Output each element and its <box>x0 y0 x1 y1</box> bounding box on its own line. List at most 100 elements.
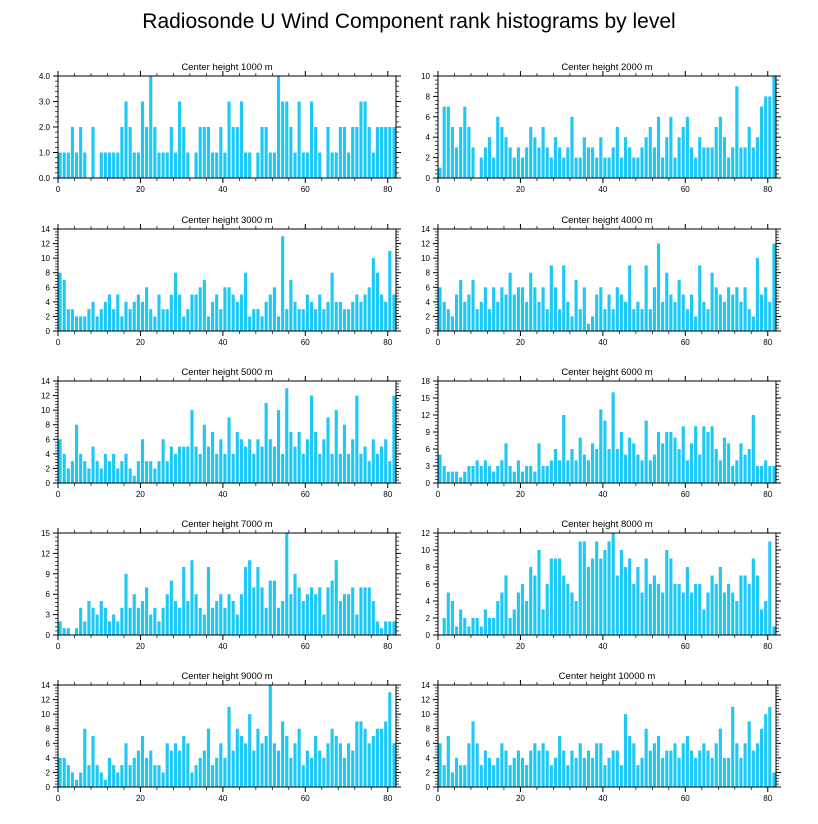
y-tick-label: 12 <box>421 240 430 249</box>
histogram-bar <box>578 743 582 787</box>
histogram-bar <box>772 626 776 635</box>
plot-frame <box>437 684 777 788</box>
histogram-bar <box>553 137 558 178</box>
histogram-bar <box>558 736 562 787</box>
histogram-bar <box>388 461 392 483</box>
histogram-bar <box>351 127 355 178</box>
histogram-bar <box>248 316 252 331</box>
histogram-bar <box>367 587 371 635</box>
histogram-bar <box>305 152 309 178</box>
histogram-bar <box>132 594 136 635</box>
histogram-bar <box>182 567 186 635</box>
histogram-bar <box>252 309 256 331</box>
histogram-bar <box>211 607 215 635</box>
histogram-bar <box>58 439 62 483</box>
histogram-bar <box>768 706 772 787</box>
y-tick-label: 14 <box>41 377 50 386</box>
histogram-bar <box>735 287 739 331</box>
histogram-bar <box>235 432 239 483</box>
histogram-bar <box>582 541 586 635</box>
histogram-bar <box>202 750 206 787</box>
histogram-bar <box>91 446 95 483</box>
histogram-bar <box>182 446 186 483</box>
histogram-bar <box>326 587 330 635</box>
histogram-bar <box>58 621 62 635</box>
histogram-bar <box>227 417 231 483</box>
histogram-bar <box>293 301 297 331</box>
histogram-bar <box>640 147 644 178</box>
histogram-bar <box>504 575 508 635</box>
histogram-bar <box>388 127 392 178</box>
histogram-bar <box>347 594 351 635</box>
histogram-bar <box>351 750 355 787</box>
histogram-bar <box>235 614 239 635</box>
histogram-bar <box>570 449 574 483</box>
histogram-bar <box>83 728 87 787</box>
histogram-bar <box>112 453 116 483</box>
histogram-bar <box>198 757 202 787</box>
histogram-bar <box>91 301 95 331</box>
histogram-bar <box>223 757 227 787</box>
histogram-bar <box>124 301 128 331</box>
histogram-bar <box>520 157 525 178</box>
histogram-bar <box>702 609 706 635</box>
histogram-bar <box>459 765 463 787</box>
histogram-bar <box>309 395 314 483</box>
histogram-bar <box>243 272 248 331</box>
histogram-bar <box>219 594 223 635</box>
histogram-bar <box>537 750 541 787</box>
y-tick-label: 0 <box>426 479 431 488</box>
histogram-panel: Center height 6000 m 0 20 40 60 80 0 3 6 9 12 15 18 <box>421 367 781 499</box>
histogram-bar <box>673 437 677 483</box>
y-tick-label: 6 <box>426 580 431 589</box>
histogram-bar <box>591 757 595 787</box>
histogram-bar <box>293 152 297 178</box>
x-tick-label: 40 <box>598 794 607 803</box>
histogram-bar <box>375 453 380 483</box>
histogram-bar <box>293 573 297 635</box>
histogram-bar <box>578 541 582 635</box>
histogram-bar <box>496 301 500 331</box>
histogram-bar <box>471 721 475 787</box>
histogram-bar <box>615 575 619 635</box>
y-tick-label: 9 <box>426 428 431 437</box>
histogram-bar <box>272 446 276 483</box>
histogram-bar <box>248 560 252 635</box>
histogram-bar <box>215 152 219 178</box>
histogram-bar <box>619 294 623 331</box>
histogram-bar <box>211 765 215 787</box>
histogram-bar <box>640 757 644 787</box>
histogram-bar <box>388 621 392 635</box>
histogram-bar <box>446 471 450 483</box>
histogram-bar <box>512 157 516 178</box>
histogram-bar <box>355 614 359 635</box>
panel-title: Center height 10000 m <box>559 671 656 682</box>
histogram-bar <box>334 736 338 787</box>
histogram-bar <box>475 618 479 635</box>
histogram-bar <box>74 424 79 483</box>
histogram-bar <box>487 757 492 787</box>
histogram-bar <box>562 157 566 178</box>
histogram-bar <box>706 147 710 178</box>
histogram-bar <box>347 152 351 178</box>
histogram-bar <box>157 765 161 787</box>
histogram-bar <box>297 432 301 483</box>
histogram-bar <box>145 287 149 331</box>
histogram-bar <box>731 592 735 635</box>
histogram-bar <box>219 309 223 331</box>
histogram-bar <box>722 592 727 635</box>
histogram-bar <box>722 757 727 787</box>
histogram-bar <box>153 468 157 483</box>
histogram-bar <box>772 466 776 483</box>
histogram-bar <box>661 443 665 483</box>
histogram-bar <box>479 765 483 787</box>
histogram-bar <box>83 316 87 331</box>
histogram-bar <box>359 101 363 178</box>
histogram-bar <box>173 272 178 331</box>
histogram-bar <box>165 152 169 178</box>
histogram-bar <box>652 743 656 787</box>
histogram-bar <box>116 152 120 178</box>
histogram-bar <box>165 309 169 331</box>
histogram-bar <box>371 736 375 787</box>
histogram-bar <box>342 594 347 635</box>
